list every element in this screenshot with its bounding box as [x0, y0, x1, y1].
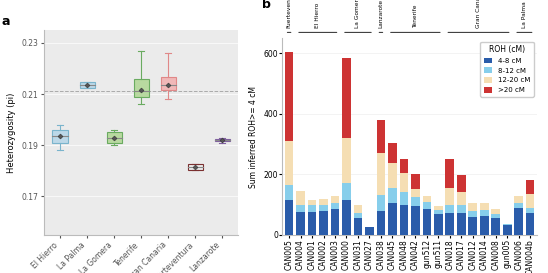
Bar: [376, 195, 385, 210]
Bar: [446, 206, 454, 213]
Bar: [457, 206, 466, 213]
Bar: [285, 52, 293, 141]
Bar: [353, 213, 362, 218]
Bar: [503, 225, 511, 235]
Bar: [319, 204, 328, 210]
Bar: [411, 174, 420, 189]
Bar: [399, 159, 408, 173]
Bar: [388, 163, 397, 188]
Text: Tenerife: Tenerife: [413, 5, 418, 28]
FancyBboxPatch shape: [53, 130, 67, 143]
Bar: [434, 206, 443, 210]
Bar: [330, 209, 339, 235]
Bar: [515, 208, 523, 235]
Bar: [296, 191, 305, 204]
Legend: 4-8 cM, 8-12 cM, 12-20 cM, >20 cM: 4-8 cM, 8-12 cM, 12-20 cM, >20 cM: [481, 42, 534, 97]
Text: a: a: [1, 15, 9, 28]
Bar: [446, 188, 454, 206]
Bar: [285, 141, 293, 185]
Bar: [423, 201, 431, 209]
Bar: [526, 180, 534, 194]
Text: Fuerteventura: Fuerteventura: [287, 0, 292, 28]
Bar: [308, 206, 316, 212]
Bar: [434, 214, 443, 235]
Bar: [365, 227, 374, 235]
Bar: [399, 204, 408, 235]
Bar: [480, 216, 489, 235]
Bar: [515, 196, 523, 203]
Bar: [526, 207, 534, 213]
Bar: [469, 217, 477, 235]
Bar: [457, 192, 466, 206]
Bar: [423, 209, 431, 235]
Bar: [503, 224, 511, 225]
FancyBboxPatch shape: [106, 132, 122, 143]
Bar: [469, 210, 477, 217]
Bar: [480, 203, 489, 210]
Bar: [492, 213, 500, 218]
FancyBboxPatch shape: [134, 79, 149, 97]
Bar: [457, 175, 466, 192]
Bar: [353, 205, 362, 213]
Bar: [434, 210, 443, 214]
Bar: [285, 200, 293, 235]
Text: La Palma: La Palma: [522, 2, 527, 28]
Bar: [446, 159, 454, 188]
Y-axis label: Sum inferred ROH>= 4 cM: Sum inferred ROH>= 4 cM: [249, 85, 258, 188]
Bar: [446, 213, 454, 235]
Bar: [423, 196, 431, 201]
Text: El Hierro: El Hierro: [315, 3, 320, 28]
Bar: [342, 200, 351, 235]
Bar: [388, 143, 397, 163]
Text: La Gomera: La Gomera: [356, 0, 361, 28]
Text: b: b: [262, 0, 271, 11]
Bar: [388, 203, 397, 235]
Bar: [469, 203, 477, 210]
Bar: [296, 204, 305, 212]
Bar: [330, 196, 339, 203]
Bar: [388, 188, 397, 203]
Bar: [376, 210, 385, 235]
Bar: [308, 200, 316, 206]
Bar: [319, 199, 328, 204]
Bar: [492, 218, 500, 235]
Bar: [376, 153, 385, 195]
FancyBboxPatch shape: [161, 77, 176, 90]
Bar: [411, 197, 420, 206]
Bar: [457, 213, 466, 235]
Text: Gran Canaria: Gran Canaria: [476, 0, 481, 28]
Text: Lanzarote: Lanzarote: [379, 0, 384, 28]
Bar: [342, 183, 351, 200]
Y-axis label: Heterozygosity (pi): Heterozygosity (pi): [7, 92, 16, 173]
Bar: [515, 203, 523, 208]
Bar: [480, 210, 489, 216]
FancyBboxPatch shape: [79, 82, 95, 88]
Bar: [411, 206, 420, 235]
Bar: [492, 209, 500, 213]
Bar: [399, 192, 408, 204]
Bar: [411, 189, 420, 197]
Bar: [296, 212, 305, 235]
Bar: [399, 173, 408, 192]
Bar: [330, 203, 339, 209]
Bar: [353, 218, 362, 235]
Bar: [319, 210, 328, 235]
Bar: [342, 138, 351, 183]
Bar: [376, 120, 385, 153]
Bar: [526, 213, 534, 235]
Bar: [526, 194, 534, 207]
Bar: [342, 58, 351, 138]
Bar: [308, 212, 316, 235]
Bar: [285, 185, 293, 200]
